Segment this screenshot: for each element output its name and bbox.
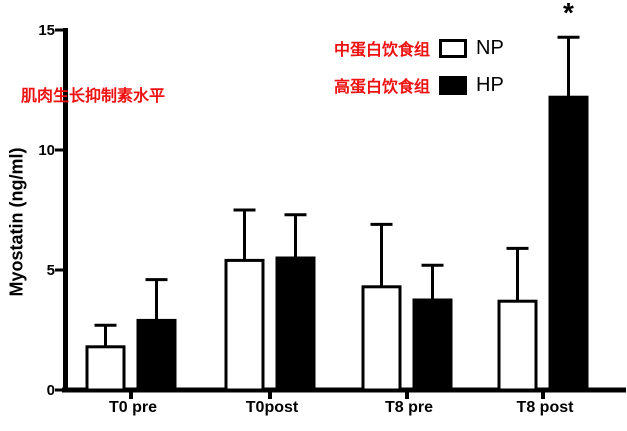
bar-np-3 (497, 299, 538, 392)
y-tick-label: 5 (47, 262, 55, 279)
bar-hp-1 (275, 256, 316, 392)
y-axis-label: Myostatin (ng/ml) (6, 147, 27, 297)
y-tick-label: 10 (38, 142, 55, 159)
significance-asterisk: * (563, 0, 574, 28)
y-tick-label: 0 (47, 382, 55, 399)
left-annotation-cn: 肌肉生长抑制素水平 (21, 88, 166, 105)
y-tick-label: 15 (38, 22, 55, 39)
x-tick-label: T0post (246, 399, 299, 416)
bar-np-0 (85, 345, 126, 392)
bar-hp-2 (412, 298, 453, 392)
legend-row-hp: 高蛋白饮食组 HP (334, 73, 506, 97)
bar-hp-0 (136, 318, 177, 392)
legend-label-cn-hp: 高蛋白饮食组 (334, 79, 431, 96)
x-tick-label: T0 pre (109, 399, 157, 416)
legend-label-cn-np: 中蛋白饮食组 (334, 42, 431, 59)
legend-row-np: 中蛋白饮食组 NP (334, 36, 506, 60)
bar-hp-3 (548, 95, 589, 392)
legend-swatch-hp (439, 75, 468, 95)
legend-swatch-np (439, 38, 468, 58)
legend-label-np: NP (476, 36, 504, 59)
bar-np-2 (361, 285, 402, 392)
legend-label-hp: HP (476, 73, 504, 96)
bar-np-1 (224, 258, 265, 392)
x-tick-label: T8 post (517, 399, 575, 416)
legend: 中蛋白饮食组 NP 高蛋白饮食组 HP (334, 36, 506, 97)
x-tick-label: T8 pre (385, 399, 433, 416)
